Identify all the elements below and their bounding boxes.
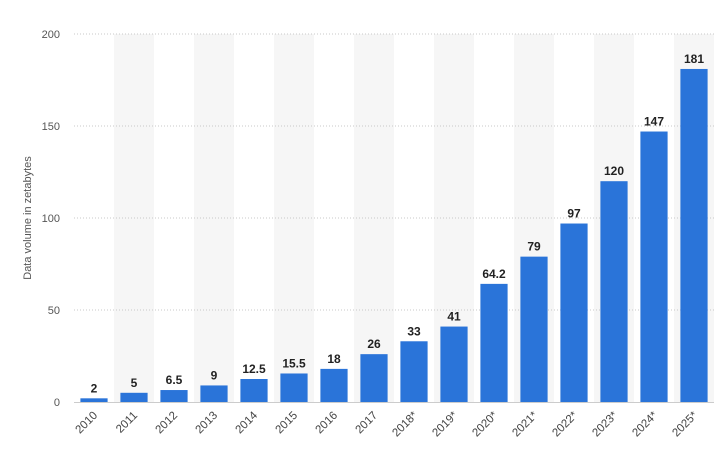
y-tick-label: 0 [54, 397, 60, 409]
bar [400, 341, 428, 402]
x-tick-label: 2025* [670, 409, 700, 439]
x-tick-label: 2020* [470, 409, 500, 439]
x-tick-label: 2024* [630, 409, 660, 439]
x-tick-label: 2022* [550, 409, 580, 439]
y-axis-ticks: 0 50 100 150 200 [42, 29, 60, 409]
bar [440, 326, 468, 402]
x-tick-label: 2014 [234, 409, 261, 436]
data-label: 120 [604, 164, 624, 178]
x-tick-label: 2021* [510, 409, 540, 439]
data-label: 181 [684, 52, 704, 66]
bar [200, 385, 228, 402]
x-axis-ticks: 2010 2011 2012 2013 2014 2015 2016 2017 2018* 201… [74, 409, 701, 439]
x-tick-label: 2019* [430, 409, 460, 439]
data-label: 2 [91, 381, 98, 395]
x-tick-label: 2015 [274, 410, 301, 437]
x-tick-label: 2011 [114, 410, 140, 436]
data-label: 97 [567, 207, 581, 221]
data-label: 26 [367, 337, 381, 351]
data-label: 41 [447, 310, 461, 324]
data-label: 5 [131, 376, 138, 390]
bar [240, 379, 268, 402]
bar [120, 392, 148, 402]
y-tick-label: 50 [48, 305, 60, 317]
data-label: 33 [407, 324, 421, 338]
x-tick-label: 2018* [390, 409, 420, 439]
x-tick-label: 2023* [590, 409, 620, 439]
data-label: 6.5 [166, 373, 183, 387]
x-tick-label: 2016 [314, 410, 341, 437]
x-tick-label: 2017 [354, 410, 381, 437]
data-label: 64.2 [482, 267, 506, 281]
bar [320, 368, 348, 402]
bars [80, 68, 708, 403]
bar [160, 390, 188, 402]
data-label: 18 [327, 352, 341, 366]
data-labels: 2 5 6.5 9 12.5 15.5 18 26 33 41 64.2 79 97 120 147 181 [91, 52, 705, 395]
bar [520, 256, 548, 402]
y-tick-label: 150 [42, 121, 60, 133]
bar [680, 68, 708, 403]
data-label: 9 [211, 368, 218, 382]
x-tick-label: 2012 [154, 410, 181, 437]
bar [560, 223, 588, 402]
bar [360, 354, 388, 402]
bar [600, 181, 628, 402]
x-tick-label: 2013 [194, 410, 221, 437]
data-label: 79 [527, 240, 541, 254]
bar [80, 398, 108, 402]
data-label: 147 [644, 115, 664, 129]
data-label: 12.5 [242, 362, 266, 376]
bar [480, 283, 508, 402]
bar [280, 373, 308, 402]
y-axis-label: Data volume in zetabytes [22, 156, 34, 280]
y-tick-label: 100 [42, 213, 60, 225]
bar [640, 131, 668, 402]
data-label: 15.5 [282, 356, 306, 370]
y-tick-label: 200 [42, 29, 60, 41]
x-tick-label: 2010 [74, 410, 101, 437]
